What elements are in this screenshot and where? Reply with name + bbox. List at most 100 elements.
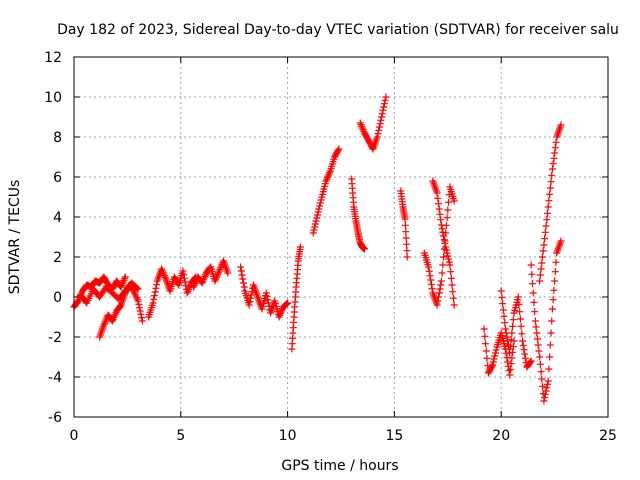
data-point	[158, 267, 166, 275]
data-point	[536, 277, 544, 285]
series-segment-2	[96, 281, 146, 341]
data-point	[117, 283, 125, 291]
data-point	[211, 277, 219, 285]
data-point	[212, 275, 220, 283]
data-point	[357, 121, 365, 129]
data-point	[200, 276, 208, 284]
data-point	[516, 315, 524, 323]
data-point	[443, 214, 451, 222]
data-point	[183, 289, 191, 297]
data-point	[101, 318, 109, 326]
data-point	[311, 220, 319, 228]
data-point	[403, 240, 411, 248]
data-point	[119, 278, 127, 286]
data-point	[482, 340, 490, 348]
data-point	[109, 315, 117, 323]
data-point	[435, 293, 443, 301]
data-point	[543, 384, 551, 392]
data-point	[508, 329, 516, 337]
series-segment-3	[76, 279, 142, 307]
series-segment-16	[527, 237, 565, 405]
data-point	[215, 267, 223, 275]
data-point	[198, 279, 206, 287]
y-tick-label: 4	[53, 210, 62, 226]
data-point	[537, 265, 545, 273]
data-point	[548, 171, 556, 179]
data-point	[540, 397, 548, 405]
data-point	[440, 253, 448, 261]
data-point	[152, 284, 160, 292]
data-point	[150, 295, 158, 303]
data-point	[434, 194, 442, 202]
data-point	[216, 265, 224, 273]
grid	[74, 57, 608, 417]
data-point	[238, 271, 246, 279]
data-point	[541, 228, 549, 236]
data-point	[186, 282, 194, 290]
data-point	[547, 178, 555, 186]
data-point	[448, 281, 456, 289]
y-tick-label: -6	[48, 410, 62, 426]
data-point	[549, 296, 557, 304]
data-point	[508, 354, 516, 362]
series-segment-6	[237, 263, 292, 321]
data-point	[118, 281, 126, 289]
data-point	[506, 371, 514, 379]
data-point	[541, 235, 549, 243]
data-point	[378, 110, 386, 118]
data-point	[239, 275, 247, 283]
data-point	[546, 184, 554, 192]
data-point	[137, 310, 145, 318]
data-point	[190, 281, 198, 289]
data-point	[549, 160, 557, 168]
data-point	[488, 362, 496, 370]
data-point	[121, 273, 129, 281]
data-point	[213, 272, 221, 280]
data-point	[538, 375, 546, 383]
series-segment-4	[145, 265, 200, 321]
data-point	[489, 361, 497, 369]
data-point	[378, 113, 386, 121]
data-point	[521, 350, 529, 358]
data-point	[492, 349, 500, 357]
data-point	[435, 200, 443, 208]
data-point	[443, 249, 451, 257]
data-point	[557, 121, 565, 129]
data-point	[447, 268, 455, 276]
data-point	[182, 282, 190, 290]
data-point	[509, 322, 517, 330]
data-point	[441, 239, 449, 247]
data-point	[527, 357, 535, 365]
data-point	[264, 296, 272, 304]
series-segment-13	[429, 177, 458, 309]
y-tick-label: -2	[48, 330, 62, 346]
data-point	[490, 355, 498, 363]
data-point	[116, 302, 124, 310]
data-point	[131, 289, 139, 297]
data-point	[380, 103, 388, 111]
data-point	[439, 228, 447, 236]
data-point	[450, 197, 458, 205]
series-segment-9	[348, 175, 368, 253]
data-point	[546, 353, 554, 361]
data-point	[550, 154, 558, 162]
data-point	[132, 292, 140, 300]
data-point	[538, 382, 546, 390]
data-point	[517, 322, 525, 330]
data-point	[436, 285, 444, 293]
data-point	[403, 247, 411, 255]
data-point	[263, 292, 271, 300]
data-point	[509, 316, 517, 324]
data-point	[548, 305, 556, 313]
data-point	[191, 280, 199, 288]
data-point	[358, 124, 366, 132]
data-point	[374, 130, 382, 138]
data-point	[504, 337, 512, 345]
data-point	[402, 228, 410, 236]
data-point	[449, 294, 457, 302]
data-point	[380, 100, 388, 108]
data-point	[527, 261, 535, 269]
data-point	[491, 352, 499, 360]
data-point	[548, 165, 556, 173]
data-point	[240, 283, 248, 291]
